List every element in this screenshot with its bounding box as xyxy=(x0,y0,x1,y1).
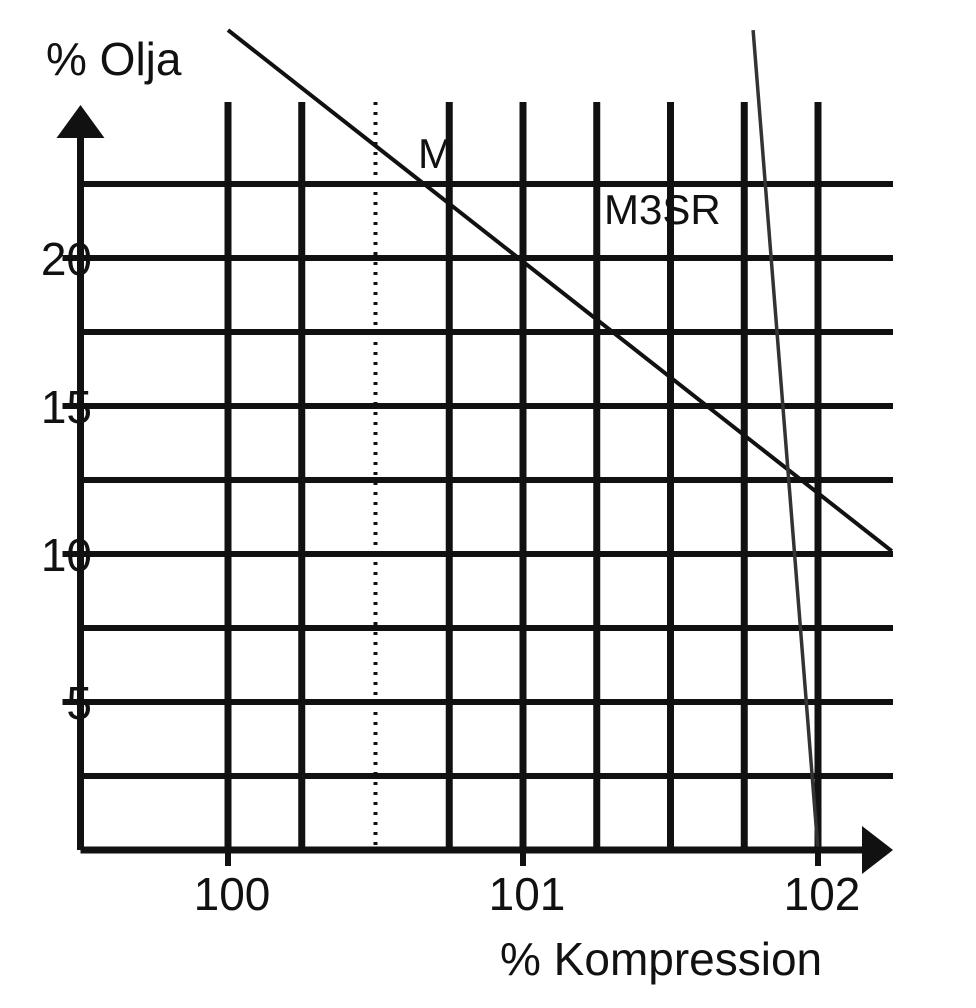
y-tick-label: 10 xyxy=(41,529,92,581)
x-tick-label: 102 xyxy=(784,868,861,920)
y-tick-label: 5 xyxy=(66,677,92,729)
x-tick-label: 101 xyxy=(489,868,566,920)
x-tick-label: 100 xyxy=(194,868,271,920)
y-tick-label: 15 xyxy=(41,381,92,433)
series-line-m xyxy=(226,28,893,553)
series-label-m: M xyxy=(418,130,453,177)
x-axis-title: % Kompression xyxy=(500,933,822,985)
series-line-m3sr xyxy=(751,29,820,851)
series-lines xyxy=(226,28,893,851)
x-axis-arrow-icon xyxy=(862,826,893,874)
grid xyxy=(80,102,893,850)
y-tick-label: 20 xyxy=(41,233,92,285)
axes xyxy=(56,105,893,874)
tick-labels: 5 10 15 20 100 101 102 xyxy=(41,233,861,920)
y-axis-title: % Olja xyxy=(46,33,182,85)
series-label-m3sr: M3SR xyxy=(604,186,721,233)
y-axis-arrow-icon xyxy=(56,105,105,138)
